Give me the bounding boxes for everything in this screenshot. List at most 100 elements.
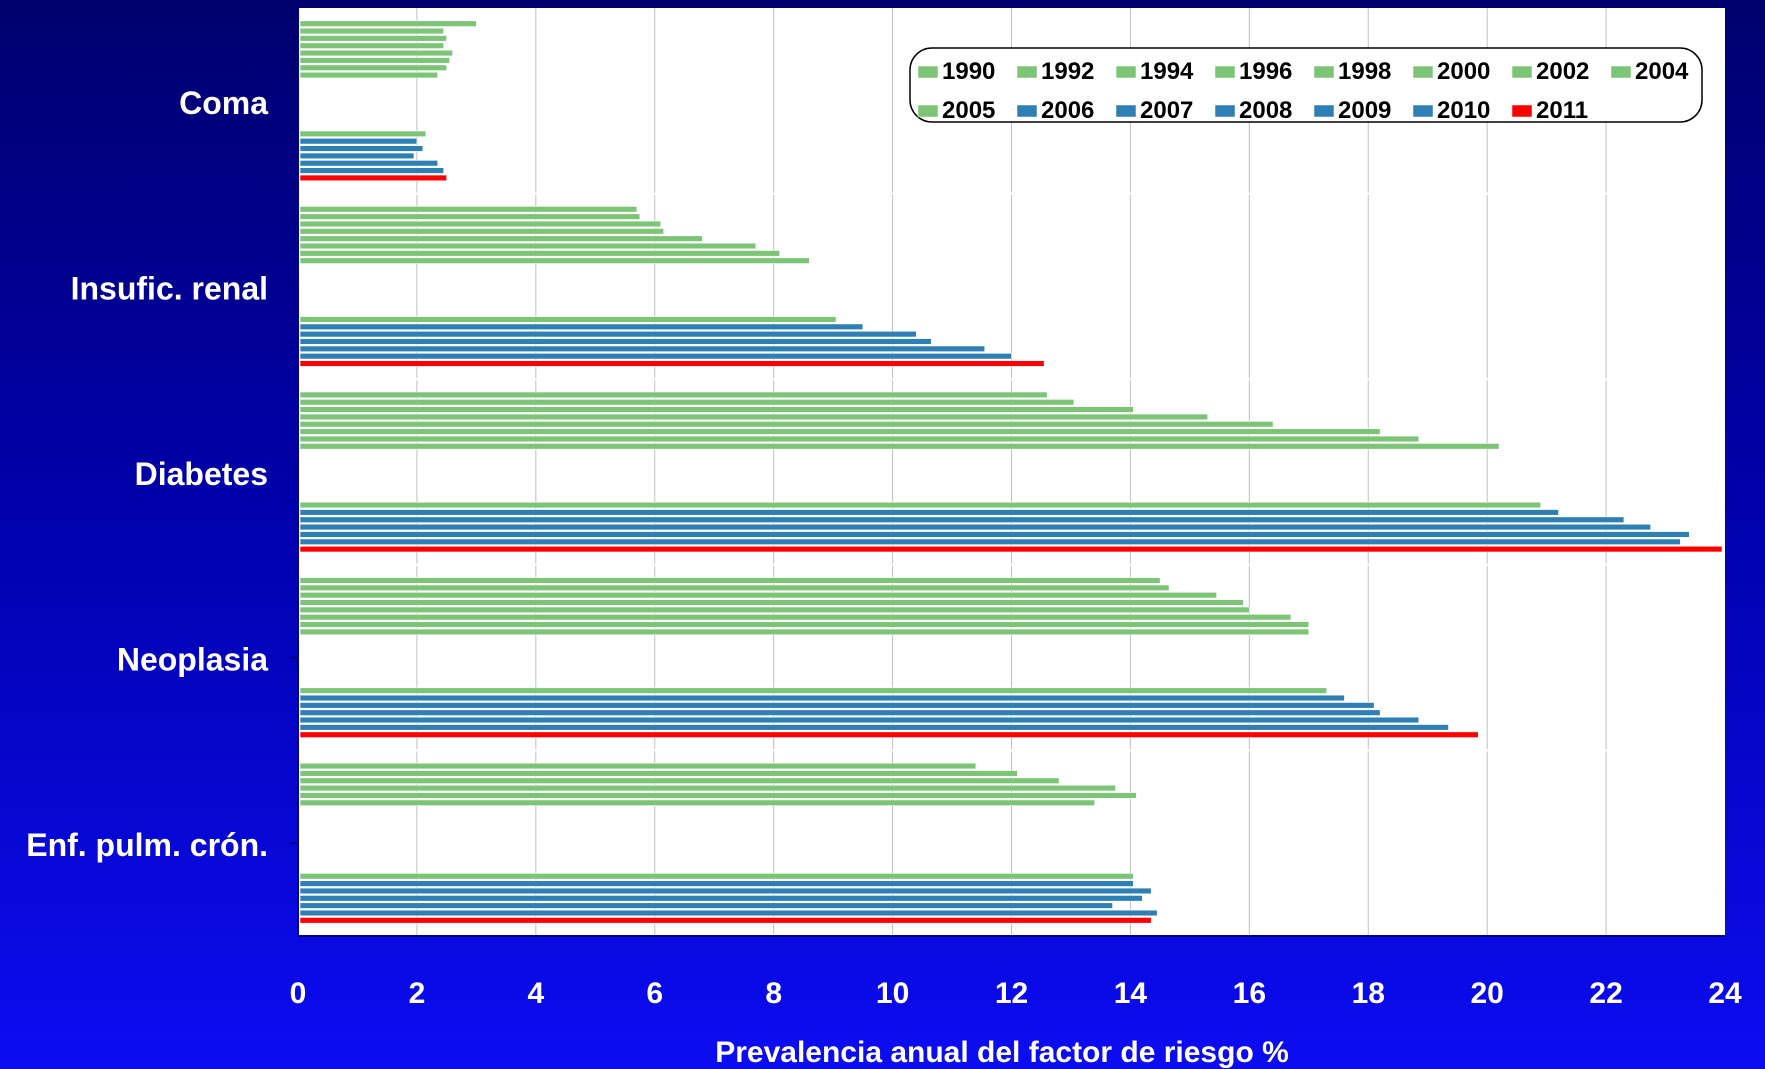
gridlines	[298, 8, 1725, 936]
bar-1990-1	[299, 206, 638, 213]
x-tick-label: 24	[1708, 977, 1742, 1010]
x-tick-label: 12	[995, 977, 1028, 1010]
bar-2005-3	[299, 687, 1327, 694]
legend-label: 2002	[1536, 58, 1589, 85]
bar-2005-1	[299, 316, 837, 323]
bar-2007-1	[299, 330, 917, 338]
bar-2008-2	[299, 523, 1651, 531]
bar-2008-3	[299, 709, 1381, 716]
legend-swatch	[1214, 104, 1236, 118]
bar-1990-3	[299, 577, 1161, 584]
x-axis-title: Prevalencia anual del factor de riesgo %	[715, 1036, 1289, 1069]
bar-1996-1	[299, 250, 780, 257]
legend-swatch	[1313, 65, 1335, 79]
legend-label: 2007	[1140, 97, 1193, 124]
x-tick-label: 16	[1233, 977, 1266, 1010]
legend-swatch	[1016, 104, 1038, 118]
bar-series-7-1	[299, 257, 810, 264]
bar-series-7-3	[299, 628, 1310, 636]
x-tick-label: 4	[527, 977, 544, 1010]
legend-label: 2011	[1536, 97, 1588, 124]
bar-series-5-2	[299, 428, 1381, 435]
bar-1992-2	[299, 406, 1134, 413]
legend-label: 2010	[1437, 97, 1490, 124]
bar-series-1-0	[299, 27, 444, 35]
legend-label: 1990	[942, 58, 995, 85]
bar-2011-1	[299, 360, 1045, 367]
legend-label: 1994	[1140, 58, 1194, 85]
bar-2010-1	[299, 353, 1012, 360]
bar-series-5-3	[299, 614, 1292, 621]
bar-2010-2	[299, 538, 1681, 545]
legend-swatch	[1412, 65, 1434, 79]
legend-swatch	[1016, 65, 1038, 79]
legend-label: 1996	[1239, 58, 1292, 85]
legend-swatch	[917, 65, 939, 79]
bar-2008-0	[299, 152, 415, 160]
bar-series-1-1	[299, 213, 641, 220]
x-tick-label: 8	[765, 977, 782, 1010]
x-tick-label: 2	[409, 977, 426, 1010]
bar-2009-0	[299, 160, 439, 167]
bar-1996-3	[299, 621, 1310, 628]
bar-2009-2	[299, 531, 1690, 538]
legend-swatch	[1115, 104, 1137, 118]
bar-series-7-0	[299, 71, 439, 79]
legend-label: 1992	[1041, 58, 1094, 85]
bar-2007-4	[299, 887, 1152, 895]
legend: 1990 1992 1994 1996 1998 2000 2002 2004 2005 2006…	[909, 47, 1703, 124]
axes	[290, 8, 1725, 937]
bar-series-1-3	[299, 584, 1170, 591]
x-tick-labels: 0 2 4 6 8 10 12 14 16 18 20 22 24	[290, 977, 1742, 1010]
bar-2009-4	[299, 902, 1113, 909]
legend-swatch	[917, 104, 939, 118]
bar-2007-2	[299, 516, 1625, 523]
legend-swatch	[1511, 65, 1533, 79]
bar-2005-2	[299, 501, 1541, 509]
category-label: Insufic. renal	[71, 270, 268, 306]
bar-series-3-3	[299, 599, 1244, 606]
bar-series-1-4	[299, 770, 1018, 777]
legend-box	[909, 47, 1703, 123]
bar-2011-2	[299, 545, 1723, 553]
bar-1994-0	[299, 49, 453, 57]
legend-swatch	[1412, 104, 1434, 118]
legend-swatch	[1214, 65, 1236, 79]
bar-2007-3	[299, 702, 1375, 709]
category-label: Diabetes	[135, 456, 268, 492]
category-label: Enf. pulm. crón.	[26, 827, 268, 863]
legend-swatch	[1115, 65, 1137, 79]
category-labels: Coma Insufic. renal Diabetes Neoplasia Enf. …	[26, 85, 268, 863]
x-tick-label: 10	[876, 977, 909, 1010]
bar-2008-1	[299, 338, 932, 345]
bar-1990-4	[299, 762, 977, 770]
x-tick-label: 0	[290, 977, 307, 1010]
bar-2006-3	[299, 694, 1345, 702]
bar-1992-3	[299, 591, 1217, 599]
bar-1990-2	[299, 391, 1048, 399]
legend-label: 2000	[1437, 58, 1490, 85]
bar-1994-2	[299, 421, 1274, 428]
bar-2009-3	[299, 716, 1420, 724]
bar-1996-2	[299, 435, 1420, 443]
bar-2005-4	[299, 873, 1134, 880]
bar-2011-4	[299, 917, 1152, 924]
x-tick-label: 20	[1470, 977, 1503, 1010]
bar-2011-3	[299, 731, 1479, 738]
bar-1992-1	[299, 220, 661, 228]
bar-2010-0	[299, 167, 444, 174]
bar-series-5-0	[299, 57, 450, 64]
bar-2006-1	[299, 323, 864, 330]
bar-1994-3	[299, 606, 1250, 614]
x-tick-label: 6	[646, 977, 663, 1010]
x-tick-label: 18	[1352, 977, 1385, 1010]
bar-2010-4	[299, 909, 1158, 917]
legend-label: 2008	[1239, 97, 1292, 124]
bar-series-5-4	[299, 799, 1096, 806]
legend-label: 1998	[1338, 58, 1391, 85]
x-tick-label: 14	[1114, 977, 1148, 1010]
bar-1992-0	[299, 35, 447, 42]
legend-label: 2006	[1041, 97, 1094, 124]
legend-label: 2005	[942, 97, 995, 124]
bar-series-3-2	[299, 413, 1209, 421]
